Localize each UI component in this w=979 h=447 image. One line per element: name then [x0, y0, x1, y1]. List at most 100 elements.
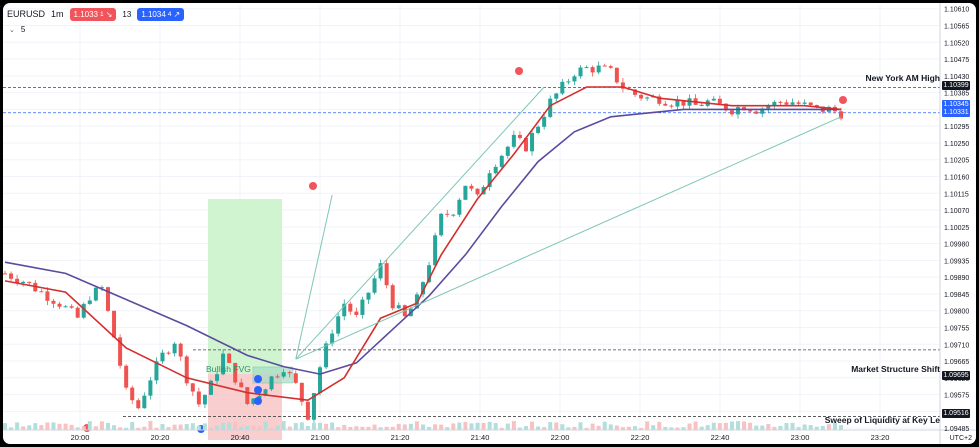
- candle: [184, 354, 189, 386]
- candle: [239, 378, 244, 388]
- volume-bar: [832, 422, 837, 430]
- candle: [542, 112, 547, 130]
- volume-bar: [475, 422, 480, 430]
- candle-body: [154, 361, 159, 381]
- price-chart[interactable]: Bullish FVG 1.10610 1.10565 1.10520 1.10475 1…: [3, 3, 976, 444]
- volume-bar: [736, 421, 741, 430]
- candle-body: [124, 365, 129, 388]
- x-tick-label: 22:20: [631, 433, 650, 442]
- volume-bar: [742, 421, 747, 430]
- candle: [772, 100, 777, 110]
- volume-bar: [608, 424, 613, 430]
- volume-bar: [221, 422, 226, 430]
- x-tick-label: 20:20: [151, 433, 170, 442]
- volume-bar: [723, 422, 728, 430]
- candle: [190, 382, 195, 396]
- candle-body: [560, 81, 565, 94]
- symbol-header: EURUSD 1m 1.1033 1 ↘ 13 1.1034 4 ↗: [7, 6, 185, 22]
- candle-body: [178, 343, 183, 357]
- timeframe-label[interactable]: 1m: [51, 9, 64, 19]
- candle-body: [263, 389, 268, 396]
- buy-marker: [254, 386, 262, 394]
- price-label-current-b: 1.10331: [942, 108, 970, 117]
- volume-bar: [542, 427, 547, 430]
- volume-bar: [596, 425, 601, 430]
- y-tick-label: 1.09935: [944, 258, 969, 265]
- candle-body: [257, 395, 262, 399]
- candle: [554, 92, 559, 102]
- sell-marker: [309, 182, 317, 190]
- volume-bar: [378, 427, 383, 430]
- candle: [57, 301, 62, 310]
- candle: [142, 392, 147, 409]
- volume-bar: [620, 427, 625, 430]
- volume-bar: [15, 422, 20, 430]
- chevron-down-icon[interactable]: ⌄: [9, 26, 15, 34]
- candle-body: [729, 110, 734, 115]
- candle: [124, 364, 129, 390]
- candle-body: [81, 303, 86, 318]
- volume-bar: [160, 424, 165, 430]
- candle: [372, 275, 377, 295]
- volume-bar: [299, 422, 304, 430]
- candle: [348, 301, 353, 315]
- symbol-label[interactable]: EURUSD: [7, 9, 46, 19]
- volume-bar: [748, 422, 753, 430]
- y-tick-label: 1.10025: [944, 225, 969, 232]
- indicator-row[interactable]: ⌄ 5: [9, 25, 25, 34]
- candle-body: [215, 374, 220, 381]
- candle: [663, 101, 668, 107]
- volume-bar: [469, 423, 474, 430]
- candle-body: [184, 356, 189, 384]
- grid: [3, 5, 940, 430]
- volume-bar: [99, 421, 104, 430]
- candle: [178, 342, 183, 361]
- candle-body: [499, 155, 504, 167]
- candle-body: [196, 391, 201, 405]
- timezone-label[interactable]: UTC+2: [949, 435, 972, 442]
- candle-body: [766, 106, 771, 109]
- candle-body: [305, 401, 310, 420]
- sell-button[interactable]: 1.1033 1 ↘: [69, 7, 117, 21]
- volume-bar: [523, 426, 528, 430]
- price-label-ny-high: 1.10399: [942, 81, 970, 90]
- y-tick-label: 1.09800: [944, 309, 969, 316]
- candle: [499, 154, 504, 171]
- candle-body: [360, 299, 365, 315]
- fvg-label: Bullish FVG: [206, 364, 251, 374]
- candle-body: [542, 116, 547, 127]
- candle-body: [808, 102, 813, 105]
- candle: [457, 197, 462, 217]
- y-tick-label: 1.10160: [944, 174, 969, 181]
- volume-bars: [3, 421, 843, 430]
- candle: [517, 131, 522, 140]
- candle: [620, 78, 625, 93]
- volume-bar: [572, 426, 577, 430]
- volume-bar: [263, 421, 268, 430]
- candle: [384, 259, 389, 289]
- candle-body: [784, 102, 789, 105]
- volume-bar: [166, 427, 171, 430]
- volume-bar: [651, 425, 656, 430]
- candle-body: [633, 89, 638, 95]
- buy-button[interactable]: 1.1034 4 ↗: [137, 7, 185, 21]
- candle-body: [723, 103, 728, 111]
- candle-body: [536, 126, 541, 133]
- candle-body: [596, 65, 601, 73]
- candle-body: [620, 82, 625, 89]
- candle-body: [645, 97, 650, 99]
- volume-bar: [487, 421, 492, 430]
- candle-body: [427, 265, 432, 283]
- candle-body: [172, 343, 177, 354]
- y-tick-label: 1.10115: [944, 191, 969, 198]
- candle-body: [15, 278, 20, 284]
- candle: [669, 104, 674, 109]
- candle-body: [245, 387, 250, 404]
- candle: [433, 232, 438, 267]
- volume-bar: [499, 427, 504, 430]
- candle-body: [166, 352, 171, 354]
- candles: [3, 61, 843, 423]
- volume-bar: [687, 423, 692, 430]
- candle: [505, 145, 510, 159]
- volume-bar: [796, 427, 801, 430]
